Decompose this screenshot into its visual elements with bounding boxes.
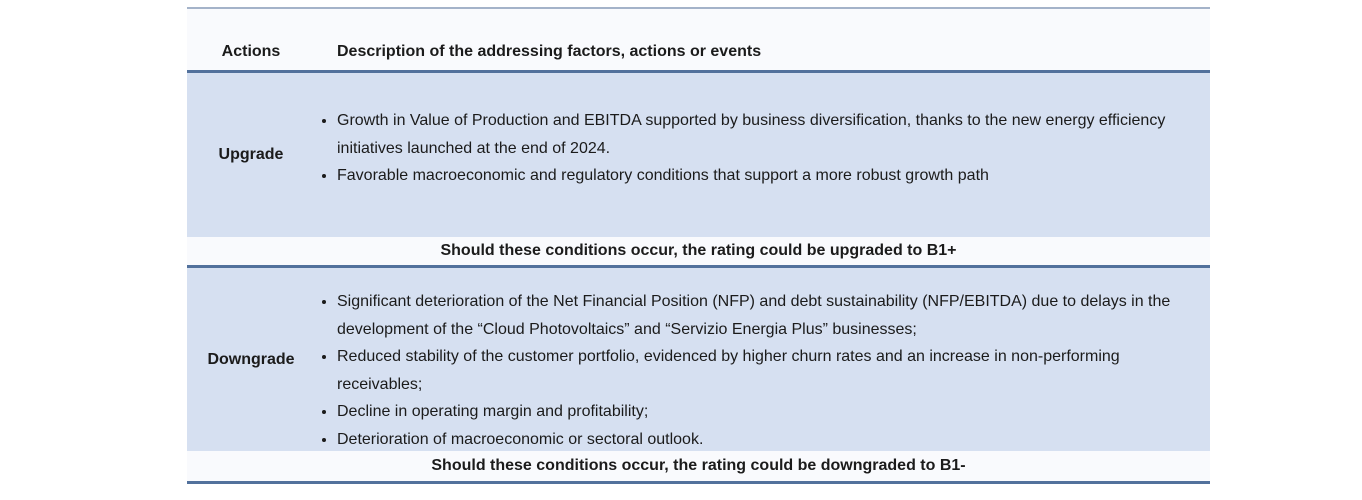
header-description-cell: Description of the addressing factors, a… <box>315 43 1210 61</box>
upgrade-description-cell: Growth in Value of Production and EBITDA… <box>315 73 1210 237</box>
bullet-item: Deterioration of macroeconomic or sector… <box>337 426 1198 454</box>
table-header-row: Actions Description of the addressing fa… <box>187 9 1210 73</box>
upgrade-note-text: Should these conditions occur, the ratin… <box>440 242 957 259</box>
table-row-downgrade: Downgrade Significant deterioration of t… <box>187 268 1210 451</box>
header-description-label: Description of the addressing factors, a… <box>337 43 762 60</box>
downgrade-note-band: Should these conditions occur, the ratin… <box>187 451 1210 484</box>
table-row-upgrade: Upgrade Growth in Value of Production an… <box>187 73 1210 237</box>
bullet-item: Decline in operating margin and profitab… <box>337 398 1198 426</box>
downgrade-description-cell: Significant deterioration of the Net Fin… <box>315 268 1210 451</box>
bullet-item: Reduced stability of the customer portfo… <box>337 343 1198 398</box>
upgrade-note-band: Should these conditions occur, the ratin… <box>187 237 1210 268</box>
bullet-item: Significant deterioration of the Net Fin… <box>337 288 1198 343</box>
bullet-item: Favorable macroeconomic and regulatory c… <box>337 162 1198 190</box>
downgrade-note-text: Should these conditions occur, the ratin… <box>431 457 966 474</box>
rating-sensitivity-table: Actions Description of the addressing fa… <box>187 7 1210 484</box>
upgrade-bullet-list: Growth in Value of Production and EBITDA… <box>337 107 1198 190</box>
downgrade-action-label: Downgrade <box>207 350 295 368</box>
header-actions-cell: Actions <box>187 43 315 61</box>
upgrade-action-label: Upgrade <box>218 146 284 163</box>
downgrade-bullet-list: Significant deterioration of the Net Fin… <box>337 288 1198 453</box>
header-actions-label: Actions <box>221 43 281 60</box>
downgrade-action-cell: Downgrade <box>187 268 315 451</box>
bullet-item: Growth in Value of Production and EBITDA… <box>337 107 1198 162</box>
upgrade-action-cell: Upgrade <box>187 73 315 237</box>
